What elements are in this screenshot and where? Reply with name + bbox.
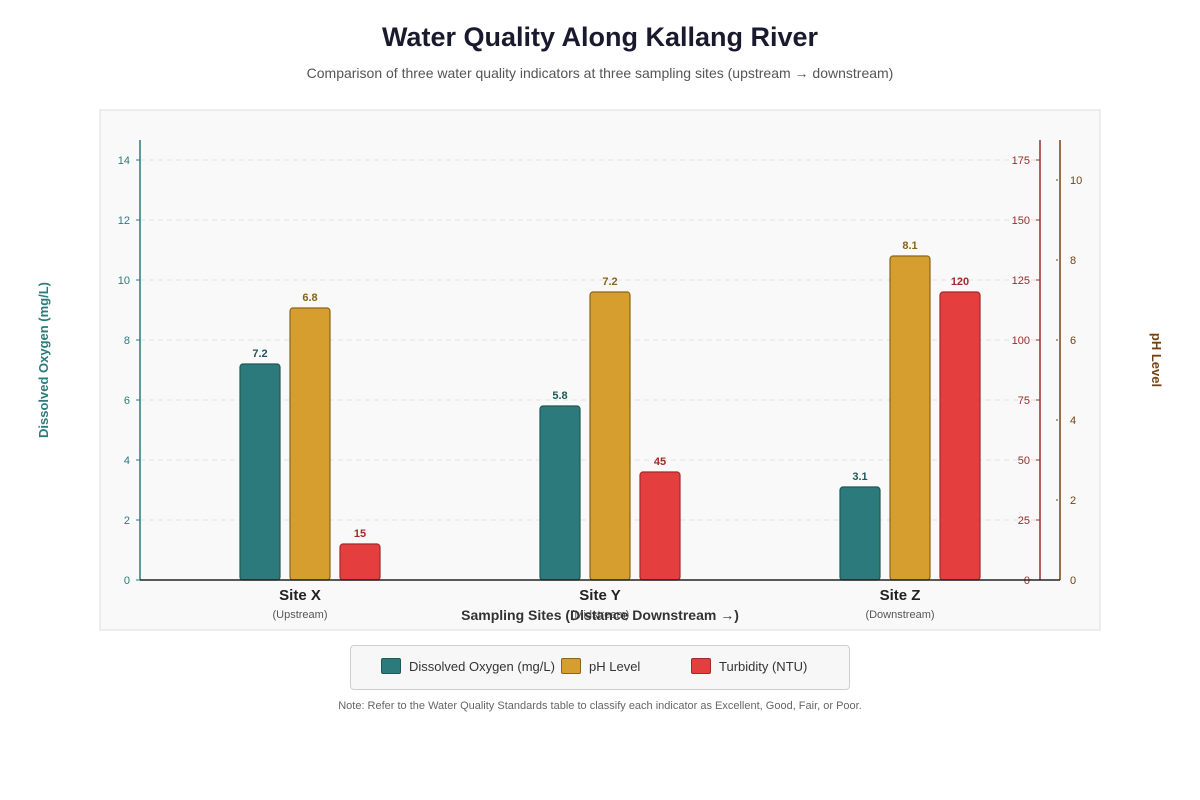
right-inner-axis-tick-label: 100	[1012, 335, 1030, 347]
right-inner-axis-tick-label: 75	[1018, 395, 1030, 407]
right-outer-axis-tick-label: 0	[1070, 575, 1076, 587]
x-category-sublabel: (Downstream)	[865, 609, 934, 621]
x-category-label: Site X	[279, 587, 321, 604]
bar-value-label: 15	[354, 528, 366, 540]
right-outer-axis-label: pH Level	[1149, 333, 1164, 387]
right-outer-axis-tick-label: 2	[1070, 495, 1076, 507]
legend-swatch-dissolved-oxygen	[381, 658, 401, 674]
bar-turbidity-ntu	[339, 543, 381, 581]
bar-value-label: 5.8	[552, 390, 567, 402]
right-inner-axis-tick-label: 0	[1024, 575, 1030, 587]
bar-dissolved-oxygen-mg-l	[539, 405, 581, 581]
x-category-label: Site Z	[880, 587, 921, 604]
x-category-sublabel: (Upstream)	[272, 609, 327, 621]
right-inner-axis-tick-label: 175	[1012, 155, 1030, 167]
right-inner-axis-tick-label: 50	[1018, 455, 1030, 467]
chart-subtitle: Comparison of three water quality indica…	[306, 65, 894, 81]
right-outer-axis-tick-label: 4	[1070, 415, 1076, 427]
bar-value-label: 3.1	[852, 471, 867, 483]
bar-ph-level	[589, 291, 631, 581]
left-axis-tick-label: 0	[124, 575, 130, 587]
x-axis-label: Sampling Sites (Distance Downstream →)	[461, 607, 739, 623]
left-axis-tick-label: 14	[118, 155, 130, 167]
bar-turbidity-ntu	[639, 471, 681, 581]
legend-item-dissolved-oxygen: Dissolved Oxygen (mg/L)	[381, 657, 555, 675]
bar-value-label: 6.8	[302, 292, 317, 304]
left-axis-label: Dissolved Oxygen (mg/L)	[36, 282, 51, 438]
legend-label-dissolved-oxygen: Dissolved Oxygen (mg/L)	[409, 658, 555, 674]
left-axis-tick-label: 6	[124, 395, 130, 407]
legend-label-ph-level: pH Level	[589, 658, 641, 674]
chart-title: Water Quality Along Kallang River	[381, 22, 819, 52]
right-outer-axis-tick-label: 6	[1070, 335, 1076, 347]
legend-item-turbidity: Turbidity (NTU)	[691, 657, 807, 675]
bar-ph-level	[289, 307, 331, 581]
bar-value-label: 7.2	[602, 276, 617, 288]
bar-value-label: 7.2	[252, 348, 267, 360]
left-axis-tick-label: 2	[124, 515, 130, 527]
x-category-sublabel: (Midstream)	[571, 609, 630, 621]
right-outer-axis-tick-label: 8	[1070, 255, 1076, 267]
right-inner-axis-tick-label: 125	[1012, 275, 1030, 287]
left-axis-tick-label: 4	[124, 455, 130, 467]
bar-value-label: 120	[951, 276, 969, 288]
left-axis-tick-label: 8	[124, 335, 130, 347]
right-inner-axis-tick-label: 25	[1018, 515, 1030, 527]
legend-item-ph-level: pH Level	[561, 657, 640, 675]
legend-swatch-ph-level	[561, 658, 581, 674]
bar-ph-level	[889, 255, 931, 581]
bar-dissolved-oxygen-mg-l	[839, 486, 881, 581]
bar-turbidity-ntu	[939, 291, 981, 581]
legend-label-turbidity: Turbidity (NTU)	[719, 658, 808, 674]
legend-swatch-turbidity	[691, 658, 711, 674]
x-category-label: Site Y	[579, 587, 620, 604]
bar-dissolved-oxygen-mg-l	[239, 363, 281, 581]
bar-value-label: 45	[654, 456, 666, 468]
bar-value-label: 8.1	[902, 240, 917, 252]
chart-legend: Dissolved Oxygen (mg/L) pH Level Turbidi…	[350, 645, 850, 690]
right-inner-axis-tick-label: 150	[1012, 215, 1030, 227]
chart-note: Note: Refer to the Water Quality Standar…	[338, 700, 862, 712]
left-axis-tick-label: 10	[118, 275, 130, 287]
right-outer-axis-tick-label: 10	[1070, 175, 1082, 187]
left-axis-tick-label: 12	[118, 215, 130, 227]
